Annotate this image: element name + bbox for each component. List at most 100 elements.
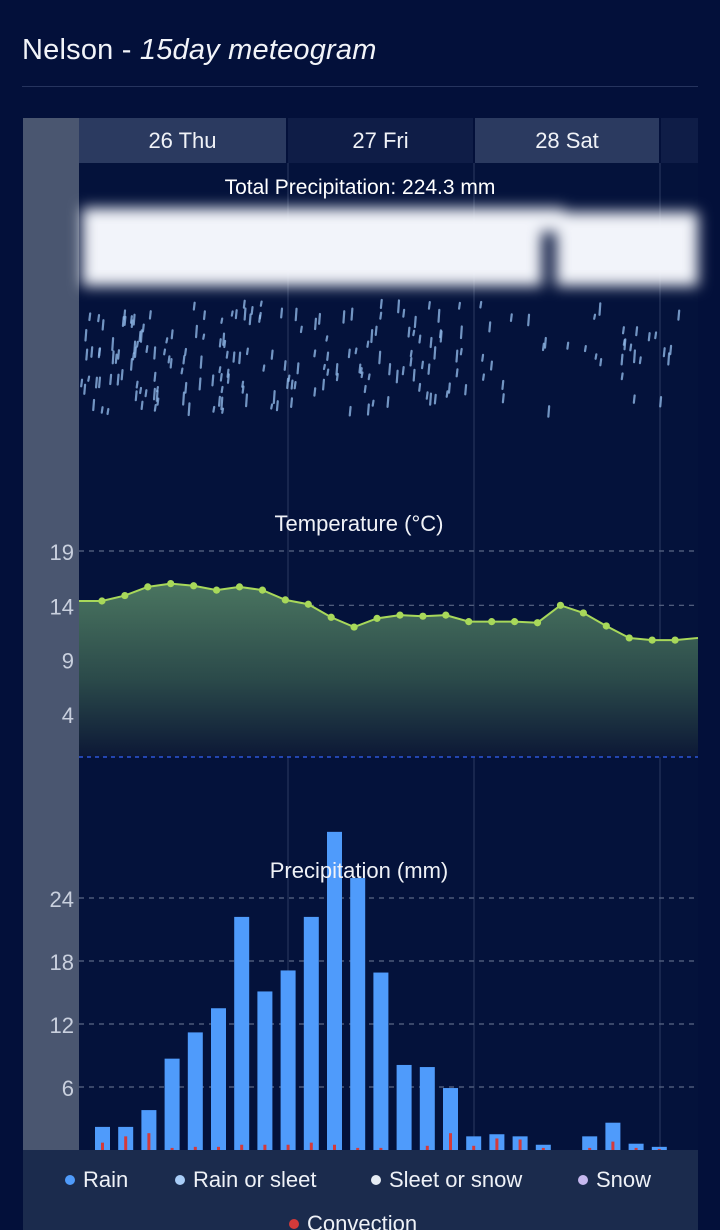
rain-bar[interactable] [234, 916, 250, 1150]
temperature-point[interactable] [212, 586, 221, 594]
rain-bar[interactable] [605, 1122, 621, 1150]
legend-item-rain-or-sleet[interactable]: Rain or sleet [175, 1167, 317, 1193]
convection-bar[interactable] [356, 1147, 360, 1150]
rain-drop [464, 383, 468, 396]
rain-bar[interactable] [280, 970, 296, 1150]
temperature-point[interactable] [648, 636, 656, 644]
convection-bar[interactable] [611, 1141, 615, 1150]
convection-bar[interactable] [217, 1146, 220, 1150]
day-header-cell-0[interactable] [79, 118, 286, 163]
temperature-point[interactable] [488, 618, 496, 626]
rain-bar[interactable] [141, 1110, 157, 1150]
convection-bar[interactable] [147, 1133, 151, 1150]
temperature-point[interactable] [442, 611, 450, 619]
convection-bar[interactable] [170, 1147, 174, 1150]
convection-bar[interactable] [518, 1139, 522, 1151]
rain-bar[interactable] [350, 878, 366, 1150]
day-header-0[interactable]: 26 Thu [79, 118, 286, 163]
convection-bar[interactable] [193, 1146, 197, 1150]
day-header-1[interactable]: 27 Fri [288, 118, 473, 163]
convection-bar[interactable] [449, 1133, 452, 1150]
rain-drop [379, 298, 383, 310]
temperature-point[interactable] [304, 600, 312, 608]
rain-drop [85, 348, 89, 361]
temperature-point[interactable] [373, 614, 381, 622]
rain-drop [140, 400, 144, 411]
rain-drop [238, 351, 242, 365]
convection-bar[interactable] [263, 1144, 267, 1150]
rain-bar[interactable] [651, 1146, 667, 1150]
convection-bar[interactable] [379, 1147, 383, 1150]
rain-drop [599, 357, 603, 367]
rain-bar[interactable] [396, 1064, 412, 1150]
temperature-point[interactable] [579, 609, 587, 617]
rain-drop [220, 385, 224, 394]
rain-drop [326, 368, 330, 376]
rain-bar[interactable] [419, 1067, 435, 1150]
convection-bar[interactable] [124, 1136, 128, 1150]
temperature-point[interactable] [167, 580, 175, 588]
convection-bar[interactable] [541, 1147, 545, 1150]
convection-bar[interactable] [634, 1147, 638, 1150]
temperature-point[interactable] [190, 582, 198, 590]
convection-bar[interactable] [286, 1144, 290, 1150]
temperature-point[interactable] [510, 618, 519, 626]
day-header-cell-2[interactable] [475, 118, 659, 163]
rain-drop [322, 378, 326, 391]
temperature-point[interactable] [327, 613, 335, 621]
temperature-point[interactable] [396, 611, 404, 619]
convection-bar[interactable] [425, 1145, 429, 1150]
rain-bar[interactable] [373, 972, 389, 1150]
temperature-point[interactable] [350, 623, 358, 631]
convection-bar[interactable] [588, 1147, 592, 1150]
rain-drop [155, 385, 159, 393]
temperature-point[interactable] [556, 601, 565, 609]
day-header-2[interactable]: 28 Sat [475, 118, 659, 163]
temperature-point[interactable] [144, 583, 152, 591]
convection-bar[interactable] [309, 1142, 313, 1150]
rain-drop [272, 390, 276, 405]
rain-bar[interactable] [582, 1136, 598, 1150]
rain-bar[interactable] [443, 1088, 458, 1150]
rain-bar[interactable] [95, 1126, 110, 1150]
legend-item-sleet-or-snow[interactable]: Sleet or snow [371, 1167, 522, 1193]
convection-bar[interactable] [240, 1144, 244, 1150]
day-header-cell-1[interactable] [288, 118, 473, 163]
rain-bar[interactable] [466, 1136, 482, 1150]
convection-bar[interactable] [101, 1142, 104, 1150]
convection-bar[interactable] [472, 1145, 476, 1150]
temperature-point[interactable] [419, 612, 427, 620]
rain-bar[interactable] [257, 991, 273, 1150]
temperature-line [79, 582, 699, 642]
temperature-point[interactable] [121, 591, 129, 600]
temperature-point[interactable] [625, 634, 633, 642]
rain-bar[interactable] [187, 1032, 203, 1150]
rain-bar[interactable] [327, 831, 342, 1150]
rain-bar[interactable] [211, 1008, 226, 1150]
rain-bar[interactable] [164, 1058, 180, 1150]
temperature-point[interactable] [98, 597, 106, 605]
day-header-cell-3[interactable] [661, 118, 698, 163]
convection-bar[interactable] [495, 1138, 499, 1150]
temperature-point[interactable] [533, 619, 542, 627]
convection-bar[interactable] [657, 1148, 661, 1150]
title-separator: - [113, 34, 140, 66]
temperature-point[interactable] [602, 622, 610, 630]
legend-item-snow[interactable]: Snow [578, 1167, 651, 1193]
temp-tick-label: 9 [62, 649, 74, 674]
temperature-point[interactable] [281, 596, 289, 604]
temperature-point[interactable] [258, 586, 267, 594]
rain-drop [488, 321, 492, 333]
legend-item-convection[interactable]: Convection [289, 1211, 417, 1230]
temperature-point[interactable] [465, 618, 473, 626]
rain-bar[interactable] [535, 1144, 551, 1150]
rain-drop [457, 301, 461, 310]
convection-bar[interactable] [333, 1144, 336, 1150]
temperature-point[interactable] [671, 636, 679, 644]
rain-bar[interactable] [303, 916, 319, 1150]
legend-item-rain[interactable]: Rain [65, 1167, 128, 1193]
temperature-point[interactable] [235, 583, 244, 591]
rain-bar[interactable] [628, 1143, 644, 1150]
rain-drop [170, 329, 174, 340]
